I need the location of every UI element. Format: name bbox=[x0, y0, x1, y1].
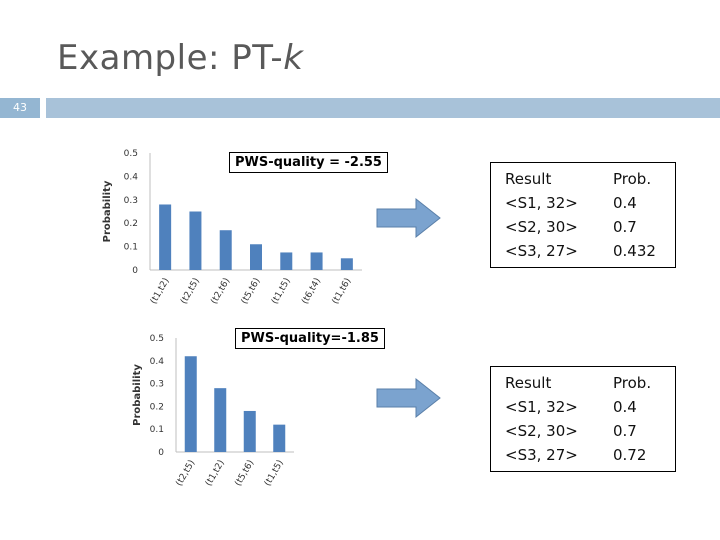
header-bar bbox=[46, 98, 720, 118]
bar bbox=[219, 230, 232, 270]
x-tick-label: (t2,t5) bbox=[174, 459, 197, 489]
bar-chart-1: Probability 0 0.1 0.2 0.3 0.4 0.5 (t1,t2) (t2,t5… bbox=[102, 149, 362, 307]
x-tick-label: (t6,t4) bbox=[300, 277, 323, 307]
result-cell: <S3, 27> bbox=[505, 242, 578, 260]
bar bbox=[250, 244, 262, 270]
slide-title-main: Example: PT- bbox=[57, 38, 284, 78]
prob-cell: 0.432 bbox=[613, 242, 656, 260]
prob-cell: 0.72 bbox=[613, 446, 647, 464]
slide-title: Example: PT-k bbox=[57, 38, 303, 78]
x-tick-label: (t1,t6) bbox=[331, 277, 354, 307]
pws-quality-label-2: PWS-quality=-1.85 bbox=[235, 328, 385, 349]
slide-number: 43 bbox=[0, 98, 40, 118]
result-cell: <S2, 30> bbox=[505, 422, 578, 440]
prob-header: Prob. bbox=[613, 374, 652, 392]
result-cell: <S1, 32> bbox=[505, 194, 578, 212]
slide-title-italic: k bbox=[283, 38, 304, 78]
y-tick-label: 0.4 bbox=[124, 172, 139, 182]
bar bbox=[340, 258, 353, 270]
result-table-2: Result <S1, 32> <S2, 30> <S3, 27> Prob. … bbox=[490, 366, 676, 472]
bar bbox=[310, 252, 323, 270]
x-tick-label: (t5,t6) bbox=[233, 459, 256, 489]
y-axis-label: Probability bbox=[102, 180, 113, 242]
x-tick-label: (t1,t2) bbox=[149, 277, 172, 307]
y-tick-label: 0.2 bbox=[150, 402, 164, 412]
prob-header: Prob. bbox=[613, 170, 652, 188]
x-tick-label: (t2,t6) bbox=[209, 277, 232, 307]
y-tick-label: 0 bbox=[158, 448, 164, 458]
y-tick-label: 0.1 bbox=[124, 243, 138, 253]
prob-cell: 0.4 bbox=[613, 398, 637, 416]
x-tick-label: (t2,t5) bbox=[179, 277, 202, 307]
result-cell: <S3, 27> bbox=[505, 446, 578, 464]
bar bbox=[273, 424, 286, 452]
y-axis-label: Probability bbox=[132, 364, 143, 426]
bar bbox=[214, 388, 227, 452]
pws-quality-label-1: PWS-quality = -2.55 bbox=[229, 152, 388, 173]
x-tick-label: (t1,t5) bbox=[270, 277, 293, 307]
result-table-1: Result <S1, 32> <S2, 30> <S3, 27> Prob. … bbox=[490, 162, 676, 268]
result-cell: <S2, 30> bbox=[505, 218, 578, 236]
y-tick-label: 0 bbox=[132, 266, 138, 276]
y-tick-label: 0.5 bbox=[124, 149, 138, 159]
arrow-icon-2 bbox=[376, 377, 441, 419]
x-tick-label: (t5,t6) bbox=[240, 277, 263, 307]
bar-chart-2: Probability 0 0.1 0.2 0.3 0.4 0.5 (t2,t5) (t1,t2… bbox=[132, 334, 294, 489]
y-tick-label: 0.1 bbox=[150, 425, 164, 435]
bar bbox=[184, 356, 197, 452]
bar bbox=[280, 252, 293, 270]
bar bbox=[189, 211, 202, 270]
arrow-icon-1 bbox=[376, 197, 441, 239]
prob-cell: 0.4 bbox=[613, 194, 637, 212]
prob-cell: 0.7 bbox=[613, 218, 637, 236]
bar bbox=[159, 204, 172, 270]
x-tick-label: (t1,t2) bbox=[204, 459, 227, 489]
result-cell: <S1, 32> bbox=[505, 398, 578, 416]
y-tick-label: 0.2 bbox=[124, 219, 138, 229]
y-tick-label: 0.3 bbox=[124, 196, 138, 206]
y-tick-label: 0.3 bbox=[150, 380, 164, 390]
y-tick-label: 0.5 bbox=[150, 334, 164, 344]
result-header: Result bbox=[505, 374, 552, 392]
bar bbox=[243, 410, 256, 452]
y-tick-label: 0.4 bbox=[150, 357, 165, 367]
result-header: Result bbox=[505, 170, 552, 188]
prob-cell: 0.7 bbox=[613, 422, 637, 440]
x-tick-label: (t1,t5) bbox=[263, 459, 286, 489]
